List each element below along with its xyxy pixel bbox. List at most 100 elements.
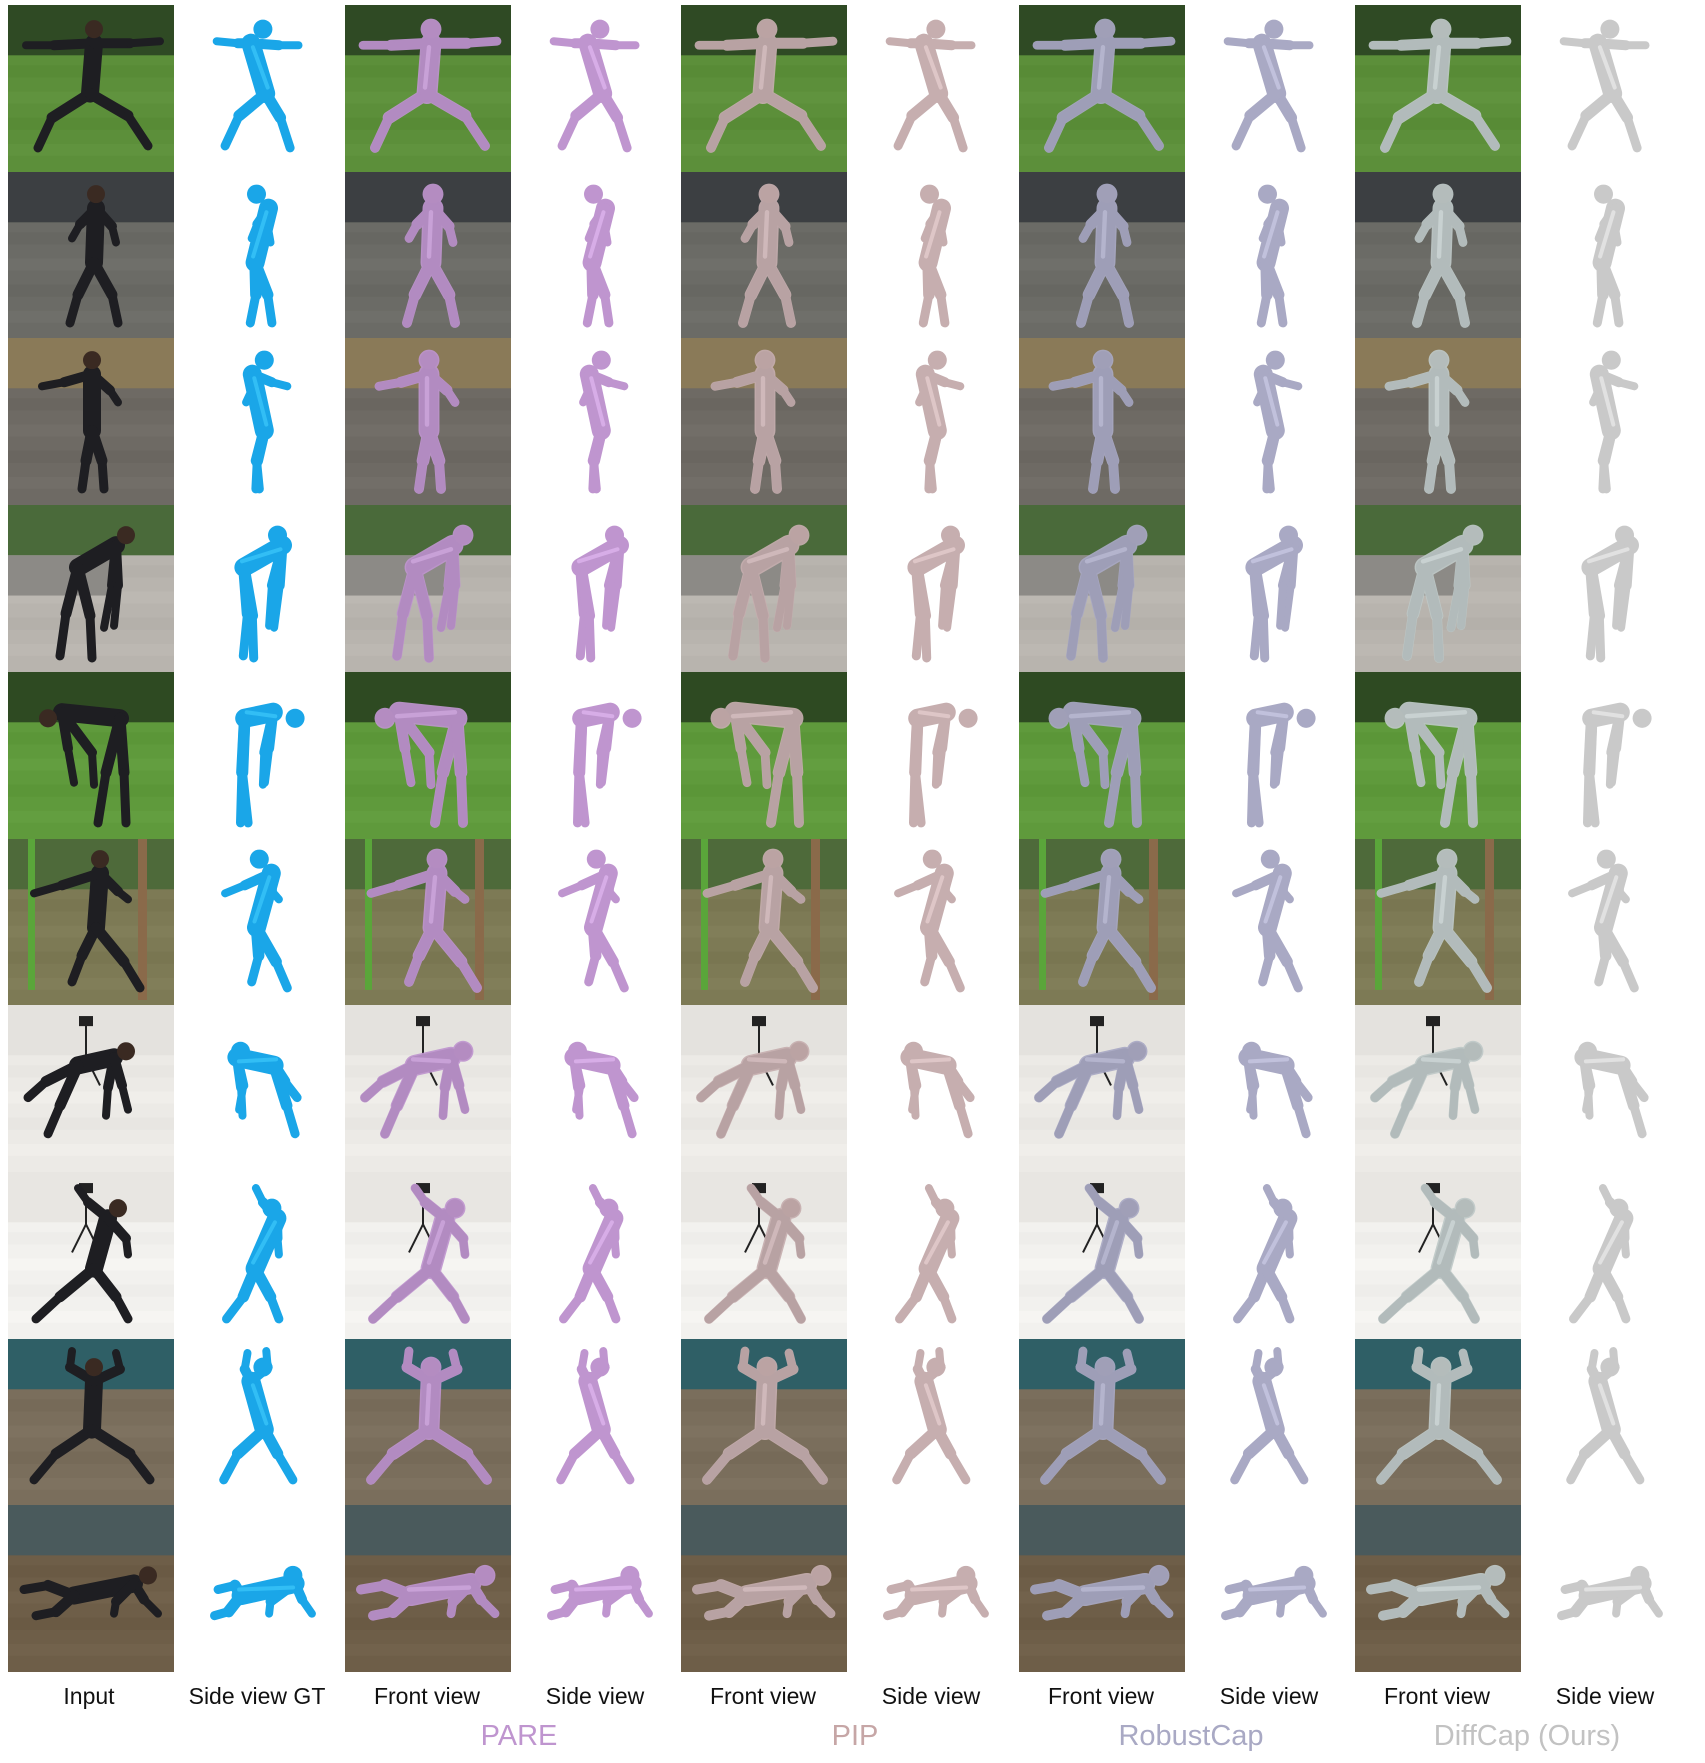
human-mesh — [222, 1184, 287, 1324]
human-mesh — [1230, 1347, 1309, 1485]
human-mesh — [1376, 1346, 1502, 1485]
human-mesh — [360, 1040, 474, 1139]
figure-cell-side — [849, 505, 1015, 672]
figure-cell-photo — [8, 1172, 174, 1339]
method-label-pip: PIP — [831, 1720, 879, 1752]
human-mesh — [702, 848, 818, 993]
figure-cell-front — [681, 1005, 847, 1172]
figure-cell-side — [1523, 672, 1689, 839]
human-mesh — [702, 1346, 828, 1485]
figure-cell-side — [1187, 1339, 1353, 1506]
figure-cell-front — [681, 338, 847, 505]
person — [30, 850, 145, 993]
person — [31, 1184, 133, 1324]
human-mesh — [704, 1183, 806, 1324]
human-mesh — [894, 849, 965, 993]
figure-cell-side — [849, 839, 1015, 1006]
figure-cell-side — [176, 505, 342, 672]
photo-backdrop — [681, 1005, 847, 1056]
figure-cell-front — [345, 1505, 511, 1672]
column-label: Side view — [545, 1683, 645, 1709]
figure-cell-side — [1523, 1172, 1689, 1339]
person — [39, 703, 131, 828]
human-mesh — [1559, 19, 1650, 153]
method-label-pare: PARE — [480, 1720, 558, 1752]
human-mesh — [402, 183, 460, 328]
human-mesh — [235, 702, 305, 828]
human-mesh — [728, 524, 810, 663]
person — [19, 1566, 162, 1621]
human-mesh — [1370, 1040, 1484, 1139]
figure-cell-side — [176, 672, 342, 839]
human-mesh — [738, 183, 796, 328]
figure-cell-side — [1187, 5, 1353, 172]
human-mesh — [1066, 524, 1148, 663]
column-label: Side view GT — [188, 1683, 326, 1709]
figure-cell-side — [849, 672, 1015, 839]
human-mesh — [219, 1347, 298, 1485]
figure-cell-front — [1019, 505, 1185, 672]
figure-cell-front — [345, 338, 511, 505]
photo-backdrop — [1355, 1005, 1521, 1056]
human-mesh — [1412, 183, 1470, 328]
human-mesh — [1048, 349, 1134, 494]
figure-cell-side — [1187, 839, 1353, 1006]
figure-cell-front — [1355, 1505, 1521, 1672]
human-mesh — [572, 702, 642, 828]
human-mesh — [1048, 701, 1142, 828]
human-mesh — [1040, 848, 1156, 993]
figure-cell-front — [345, 672, 511, 839]
figure-cell-side — [849, 172, 1015, 339]
figure-cell-front — [1355, 5, 1521, 172]
figure-cell-photo — [8, 1005, 174, 1172]
figure-cell-photo — [8, 5, 174, 172]
figure-cell-side — [1523, 505, 1689, 672]
human-mesh — [1581, 525, 1639, 663]
figure-cell-side — [849, 1172, 1015, 1339]
photo-backdrop — [345, 505, 511, 556]
human-mesh — [1238, 1041, 1313, 1139]
column-label: Front view — [373, 1683, 481, 1709]
tripod — [71, 1183, 101, 1253]
method-label-robustcap: RobustCap — [1118, 1720, 1264, 1752]
figure-cell-side — [176, 172, 342, 339]
human-mesh — [221, 849, 292, 993]
figure-cell-side — [513, 1505, 679, 1672]
figure-cell-side — [849, 338, 1015, 505]
figure-cell-front — [1019, 1505, 1185, 1672]
human-mesh — [1232, 849, 1303, 993]
column-label: Front view — [709, 1683, 817, 1709]
figure-cell-side — [1523, 1505, 1689, 1672]
human-mesh — [234, 525, 292, 663]
figure-cell-side — [513, 505, 679, 672]
figure-cell-side — [1187, 172, 1353, 339]
column-label: Front view — [1383, 1683, 1491, 1709]
figure-cell-front — [1355, 1339, 1521, 1506]
human-mesh — [892, 1347, 971, 1485]
qualitative-comparison-grid — [8, 5, 1689, 1672]
human-mesh — [1384, 701, 1478, 828]
human-mesh — [900, 1041, 975, 1139]
figure-cell-front — [1019, 1005, 1185, 1172]
figure-cell-side — [513, 1172, 679, 1339]
person — [23, 1042, 135, 1139]
figure-cell-front — [681, 672, 847, 839]
photo-backdrop — [1355, 1172, 1521, 1223]
photo-backdrop — [1019, 1172, 1185, 1223]
figure-cell-front — [1019, 672, 1185, 839]
figure-cell-front — [681, 1339, 847, 1506]
figure-cell-side — [513, 1005, 679, 1172]
person — [22, 20, 164, 153]
human-mesh — [564, 1041, 639, 1139]
figure-cell-front — [681, 1505, 847, 1672]
figure-cell-photo — [8, 1505, 174, 1672]
figure-cell-side — [1187, 1505, 1353, 1672]
figure-cell-side — [1523, 172, 1689, 339]
person — [29, 1347, 155, 1485]
human-mesh — [1569, 1184, 1634, 1324]
human-mesh — [1032, 18, 1176, 153]
human-mesh — [1376, 848, 1492, 993]
figure-cell-side — [176, 1172, 342, 1339]
figure-cell-side — [176, 1005, 342, 1172]
human-mesh — [549, 19, 640, 153]
